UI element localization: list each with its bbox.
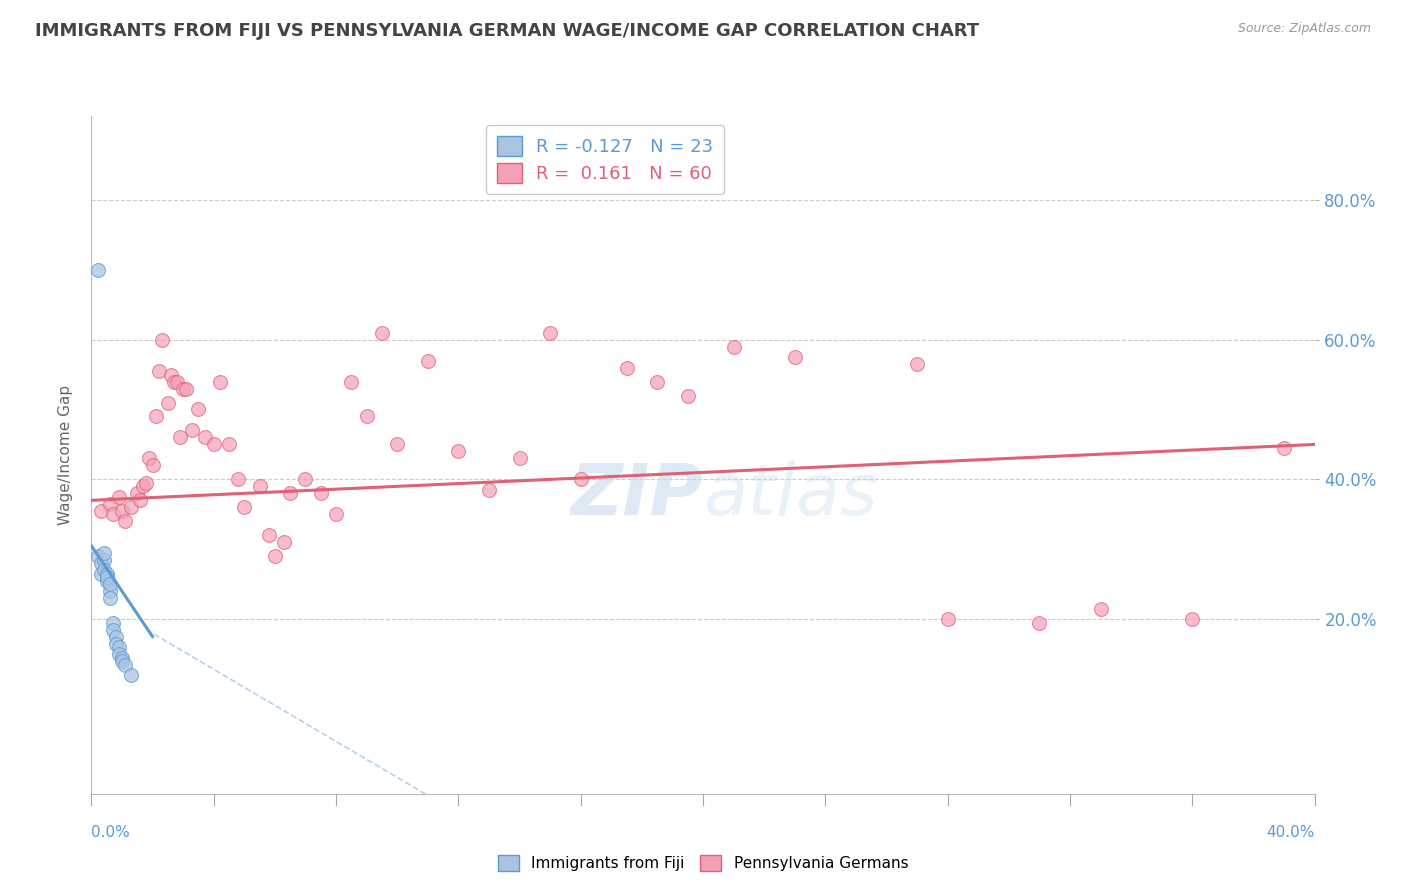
Point — [132, 479, 155, 493]
Point — [96, 566, 118, 581]
Point — [385, 437, 409, 451]
Point — [90, 556, 112, 570]
Point — [169, 430, 191, 444]
Point — [111, 504, 134, 518]
Point — [325, 508, 347, 522]
Point — [569, 472, 592, 486]
Point — [187, 402, 209, 417]
Point — [108, 647, 131, 661]
Point — [416, 353, 439, 368]
Point — [114, 514, 136, 528]
Point — [93, 553, 115, 567]
Point — [104, 637, 127, 651]
Point — [1272, 441, 1295, 455]
Text: Source: ZipAtlas.com: Source: ZipAtlas.com — [1237, 22, 1371, 36]
Point — [538, 326, 561, 340]
Point — [723, 340, 745, 354]
Point — [163, 375, 186, 389]
Point — [148, 364, 170, 378]
Point — [101, 508, 124, 522]
Point — [96, 570, 118, 584]
Point — [127, 486, 149, 500]
Point — [294, 472, 316, 486]
Point — [226, 472, 249, 486]
Point — [676, 388, 699, 402]
Point — [90, 566, 112, 581]
Point — [101, 615, 124, 630]
Point — [98, 584, 121, 599]
Text: 40.0%: 40.0% — [1267, 825, 1315, 840]
Point — [193, 430, 215, 444]
Point — [90, 504, 112, 518]
Point — [93, 563, 115, 577]
Point — [98, 591, 121, 606]
Point — [141, 458, 163, 473]
Point — [936, 612, 959, 626]
Point — [1090, 601, 1112, 615]
Point — [202, 437, 225, 451]
Point — [309, 486, 332, 500]
Point — [108, 640, 131, 654]
Point — [111, 654, 134, 668]
Text: ZIP: ZIP — [571, 461, 703, 530]
Point — [96, 574, 118, 588]
Point — [478, 483, 501, 497]
Point — [1028, 615, 1050, 630]
Point — [208, 375, 231, 389]
Point — [783, 350, 806, 364]
Point — [340, 375, 363, 389]
Point — [120, 668, 142, 682]
Point — [156, 395, 179, 409]
Text: atlas: atlas — [703, 461, 877, 530]
Point — [93, 546, 115, 560]
Point — [114, 657, 136, 672]
Point — [174, 382, 197, 396]
Point — [645, 375, 668, 389]
Point — [257, 528, 280, 542]
Point — [138, 451, 160, 466]
Point — [447, 444, 470, 458]
Point — [111, 650, 134, 665]
Point — [371, 326, 394, 340]
Point — [135, 475, 157, 490]
Point — [273, 535, 295, 549]
Point — [104, 630, 127, 644]
Point — [86, 262, 108, 277]
Text: IMMIGRANTS FROM FIJI VS PENNSYLVANIA GERMAN WAGE/INCOME GAP CORRELATION CHART: IMMIGRANTS FROM FIJI VS PENNSYLVANIA GER… — [35, 22, 979, 40]
Point — [264, 549, 287, 564]
Point — [1181, 612, 1204, 626]
Point — [86, 549, 108, 564]
Legend: Immigrants from Fiji, Pennsylvania Germans: Immigrants from Fiji, Pennsylvania Germa… — [492, 849, 914, 877]
Point — [150, 333, 173, 347]
Point — [129, 493, 152, 508]
Point — [166, 375, 188, 389]
Point — [249, 479, 271, 493]
Point — [108, 490, 131, 504]
Point — [616, 360, 638, 375]
Point — [145, 409, 167, 424]
Point — [181, 424, 204, 438]
Point — [98, 497, 121, 511]
Text: 0.0%: 0.0% — [91, 825, 131, 840]
Point — [120, 500, 142, 515]
Point — [509, 451, 531, 466]
Point — [233, 500, 256, 515]
Point — [278, 486, 301, 500]
Point — [98, 577, 121, 591]
Point — [160, 368, 183, 382]
Point — [905, 357, 928, 371]
Legend: R = -0.127   N = 23, R =  0.161   N = 60: R = -0.127 N = 23, R = 0.161 N = 60 — [486, 125, 724, 194]
Point — [218, 437, 240, 451]
Point — [101, 623, 124, 637]
Point — [356, 409, 378, 424]
Point — [172, 382, 194, 396]
Y-axis label: Wage/Income Gap: Wage/Income Gap — [58, 384, 73, 525]
